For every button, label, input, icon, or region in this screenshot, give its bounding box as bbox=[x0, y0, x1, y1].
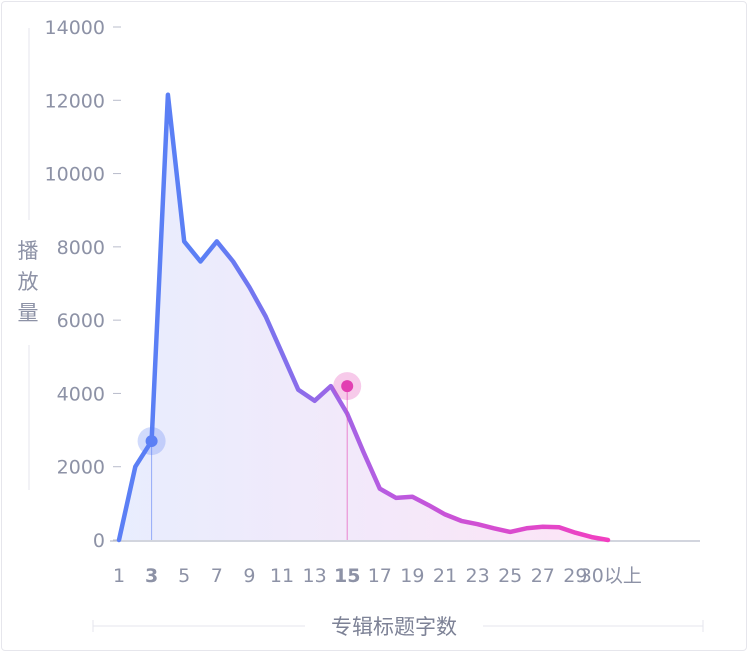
x-tick-label: 3 bbox=[145, 565, 158, 587]
x-axis-title: 专辑标题字数 bbox=[331, 615, 457, 639]
x-tick-label: 13 bbox=[303, 565, 327, 587]
y-axis-title: 播放量 bbox=[18, 239, 39, 325]
y-axis-title-char: 放 bbox=[18, 270, 39, 294]
y-tick-label: 0 bbox=[93, 530, 105, 552]
x-tick-label: 7 bbox=[211, 565, 223, 587]
y-tick-label: 4000 bbox=[57, 383, 105, 405]
y-axis: 0 2000 4000 6000 8000 10000 12000 14000 bbox=[45, 17, 121, 552]
x-tick-label: 11 bbox=[270, 565, 294, 587]
y-tick-label: 14000 bbox=[45, 17, 105, 39]
x-tick-label: 17 bbox=[368, 565, 392, 587]
plot-area bbox=[116, 92, 611, 543]
x-tick-label: 25 bbox=[498, 565, 522, 587]
y-tick-label: 6000 bbox=[57, 310, 105, 332]
y-axis-title-char: 量 bbox=[18, 301, 39, 325]
x-tick-label: 19 bbox=[400, 565, 424, 587]
x-tick-label: 15 bbox=[334, 565, 360, 587]
x-tick-label: 5 bbox=[178, 565, 190, 587]
highlight-point[interactable] bbox=[341, 380, 354, 393]
highlight-point[interactable] bbox=[145, 435, 158, 448]
series-line bbox=[116, 92, 611, 543]
x-tick-label: 27 bbox=[531, 565, 555, 587]
y-tick-label: 8000 bbox=[57, 237, 105, 259]
x-tick-label: 1 bbox=[113, 565, 125, 587]
y-tick-label: 12000 bbox=[45, 90, 105, 112]
x-tick-label: 29 bbox=[563, 565, 587, 587]
y-tick-label: 2000 bbox=[57, 457, 105, 479]
x-tick-label: 21 bbox=[433, 565, 457, 587]
x-tick-label: 30以上 bbox=[580, 565, 642, 587]
y-axis-title-char: 播 bbox=[18, 239, 39, 263]
x-tick-label: 23 bbox=[466, 565, 490, 587]
y-tick-label: 10000 bbox=[45, 164, 105, 186]
x-tick-label: 9 bbox=[243, 565, 255, 587]
series-area bbox=[119, 94, 608, 541]
